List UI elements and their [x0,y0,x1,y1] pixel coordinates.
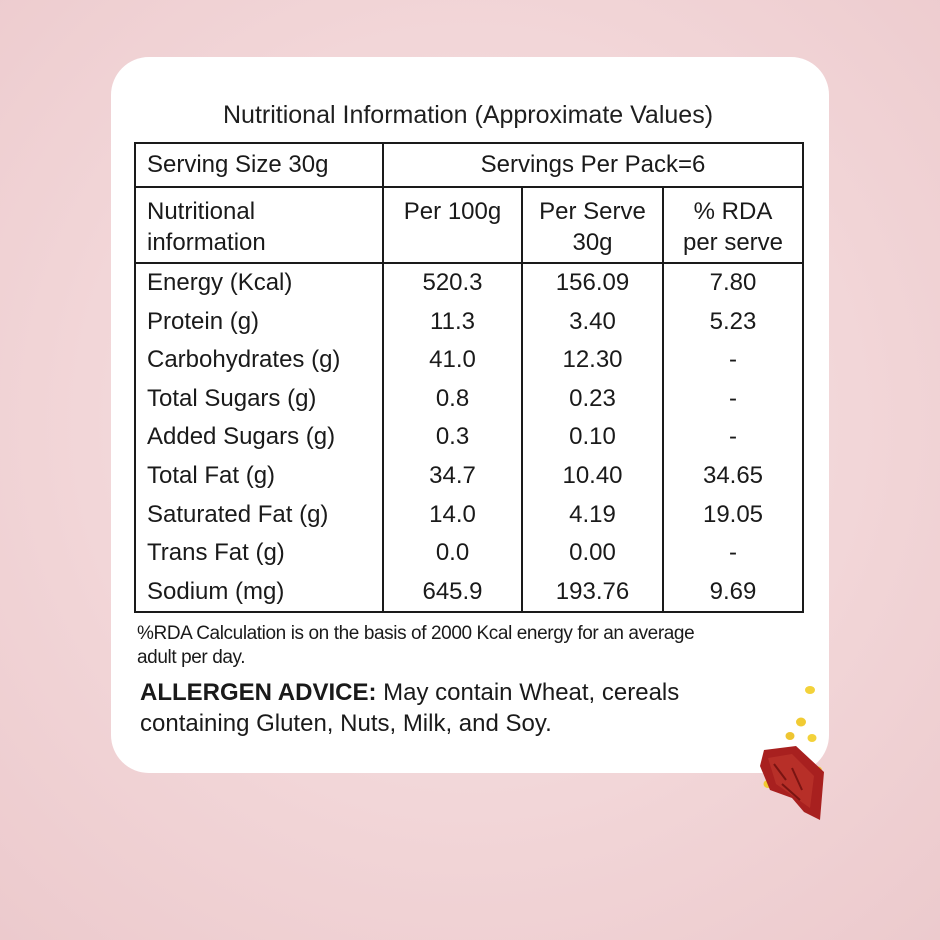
nutrient-name: Energy (Kcal) [135,263,384,303]
rda-value: 5.23 [709,307,757,335]
nutrition-table: Serving Size 30g Servings Per Pack=6 Nut… [134,142,804,614]
per100-value: 34.7 [383,456,523,496]
header-nutrient-line2: information [147,229,266,256]
per100-value: 11.3 [383,302,523,342]
rda-value: 34.65 [702,461,764,489]
header-rda: % RDA per serve [663,187,803,264]
nutrient-name: Saturated Fat (g) [135,495,384,535]
table-row: Total Sugars (g) 0.8 0.23 - [135,379,803,419]
snack-pieces-image [760,686,824,820]
header-row: Nutritional information Per 100g Per Ser… [135,187,803,264]
nutrient-name: Sodium (mg) [135,572,384,613]
per100-value: 14.0 [383,495,523,535]
allergen-text-line2: containing Gluten, Nuts, Milk, and Soy. [140,710,552,737]
rda-value: - [729,539,737,567]
per100-value: 41.0 [383,341,523,380]
per-serve-value: 10.40 [522,456,664,496]
per-serve-value: 4.19 [522,495,664,535]
table-row: Energy (Kcal) 520.3 156.09 7.80 [135,263,803,303]
allergen-text-line1: May contain Wheat, cereals [376,679,680,706]
table-row: Added Sugars (g) 0.3 0.10 - [135,418,803,457]
nutrient-name: Carbohydrates (g) [135,341,384,380]
rda-footnote: %RDA Calculation is on the basis of 2000… [137,622,757,670]
rda-value: - [729,384,737,412]
footnote-line2: adult per day. [137,647,246,668]
nutrient-name: Total Sugars (g) [135,379,384,419]
nutrient-name: Added Sugars (g) [135,418,384,457]
table-row: Saturated Fat (g) 14.0 4.19 19.05 [135,495,803,535]
per100-value: 645.9 [383,572,523,613]
header-rda-line2: per serve [682,229,784,256]
per100-value: 0.8 [383,379,523,419]
header-rda-line1: % RDA [693,198,773,225]
per100-value: 0.3 [383,418,523,457]
header-nutrient: Nutritional information [135,187,384,264]
header-per100: Per 100g [383,187,523,264]
per-serve-value: 3.40 [522,302,664,342]
per100-value: 0.0 [383,534,523,573]
table-row: Carbohydrates (g) 41.0 12.30 - [135,341,803,380]
allergen-label: ALLERGEN ADVICE: [140,679,377,706]
serving-size: Serving Size 30g [135,143,384,188]
header-per-serve-line1: Per Serve [539,198,646,225]
nutrition-title: Nutritional Information (Approximate Val… [223,101,714,129]
servings-per-pack: Servings Per Pack=6 [383,143,803,188]
table-row: Protein (g) 11.3 3.40 5.23 [135,302,803,342]
header-per-serve: Per Serve 30g [522,187,664,264]
nutrient-name: Total Fat (g) [135,456,384,496]
nutrient-name: Protein (g) [135,302,384,342]
per-serve-value: 193.76 [522,572,664,613]
per-serve-value: 0.23 [522,379,664,419]
rda-value: - [729,423,737,451]
table-row: Sodium (mg) 645.9 193.76 9.69 [135,572,803,613]
rda-value: 9.69 [709,577,757,605]
rda-value: 7.80 [709,269,757,296]
rda-value: 19.05 [702,500,764,528]
header-nutrient-line1: Nutritional [147,198,256,225]
rda-value: - [729,346,737,374]
table-row: Trans Fat (g) 0.0 0.00 - [135,534,803,573]
per-serve-value: 12.30 [522,341,664,380]
serving-row: Serving Size 30g Servings Per Pack=6 [135,143,803,188]
per-serve-value: 0.00 [522,534,664,573]
per-serve-value: 0.10 [522,418,664,457]
nutrient-name: Trans Fat (g) [135,534,384,573]
per-serve-value: 156.09 [522,263,664,303]
table-row: Total Fat (g) 34.7 10.40 34.65 [135,456,803,496]
allergen-advice: ALLERGEN ADVICE: May contain Wheat, cere… [140,677,740,739]
per100-value: 520.3 [383,263,523,303]
header-per-serve-line2: 30g [572,229,613,256]
footnote-line1: %RDA Calculation is on the basis of 2000… [137,623,695,644]
